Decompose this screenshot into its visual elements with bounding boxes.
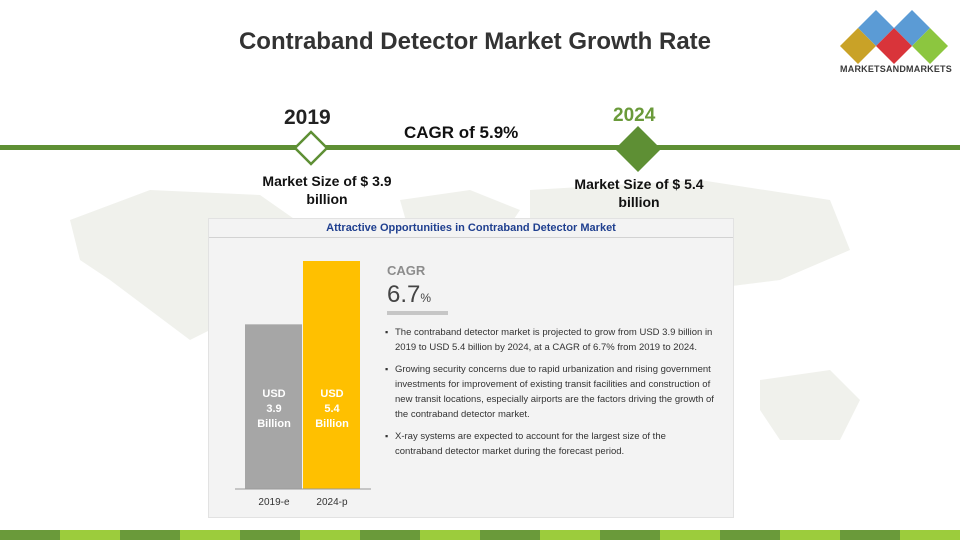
timeline-line: [0, 145, 960, 150]
bar-value-label: 3.9: [266, 403, 281, 415]
markets-logo-icon: [840, 10, 948, 64]
bar-value-label: 5.4: [324, 403, 340, 415]
bar-2019-e: [245, 324, 302, 489]
footer-stripe-segment: [480, 530, 540, 540]
timeline-marker-start-icon: [293, 130, 329, 166]
footer-stripe-segment: [300, 530, 360, 540]
footer-stripe-segment: [780, 530, 840, 540]
bullet-item: Growing security concerns due to rapid u…: [385, 362, 715, 422]
footer-stripe-segment: [840, 530, 900, 540]
cagr-value: 6.7%: [387, 281, 431, 309]
footer-stripe-segment: [540, 530, 600, 540]
footer-stripe-segment: [0, 530, 60, 540]
category-label: 2024-p: [316, 497, 348, 508]
bar-chart: USD 3.9 Billion 2019-e USD 5.4 Billion 2024-p: [235, 261, 371, 508]
panel-title: Attractive Opportunities in Contraband D…: [326, 222, 616, 234]
bar-value-label: Billion: [257, 418, 291, 430]
footer-stripe-segment: [180, 530, 240, 540]
timeline-year-end: 2024: [613, 105, 656, 126]
cagr-headline: CAGR of 5.9%: [404, 123, 519, 142]
footer-stripe-segment: [600, 530, 660, 540]
market-size-start: Market Size of $ 3.9 billion: [262, 173, 392, 207]
footer-stripe-segment: [420, 530, 480, 540]
footer-stripe-segment: [120, 530, 180, 540]
category-label: 2019-e: [258, 497, 290, 508]
timeline-marker-end-icon: [615, 126, 661, 172]
footer-stripe-segment: [720, 530, 780, 540]
opportunities-panel: Attractive Opportunities in Contraband D…: [208, 218, 734, 518]
bar-2024-p: [303, 261, 360, 489]
bullet-list: The contraband detector market is projec…: [385, 325, 715, 466]
footer-stripe-segment: [360, 530, 420, 540]
cagr-value-unit: %: [420, 291, 432, 305]
cagr-label: CAGR: [387, 263, 426, 278]
footer-stripe-segment: [660, 530, 720, 540]
footer-stripe-segment: [240, 530, 300, 540]
bullet-item: X-ray systems are expected to account fo…: [385, 429, 715, 459]
bullet-item: The contraband detector market is projec…: [385, 325, 715, 355]
timeline-year-start: 2019: [284, 106, 331, 129]
cagr-value-number: 6.7: [387, 281, 421, 308]
panel-title-divider: [209, 237, 733, 238]
footer-stripe: [0, 530, 960, 540]
footer-stripe-segment: [900, 530, 960, 540]
market-size-end: Market Size of $ 5.4 billion: [574, 176, 704, 210]
bar-value-label: USD: [320, 388, 343, 400]
bar-value-label: USD: [262, 388, 285, 400]
page-title: Contraband Detector Market Growth Rate: [238, 28, 712, 55]
logo-text: MARKETSANDMARKETS: [840, 64, 952, 74]
footer-stripe-segment: [60, 530, 120, 540]
bar-value-label: Billion: [315, 418, 349, 430]
cagr-underline: [387, 311, 448, 315]
